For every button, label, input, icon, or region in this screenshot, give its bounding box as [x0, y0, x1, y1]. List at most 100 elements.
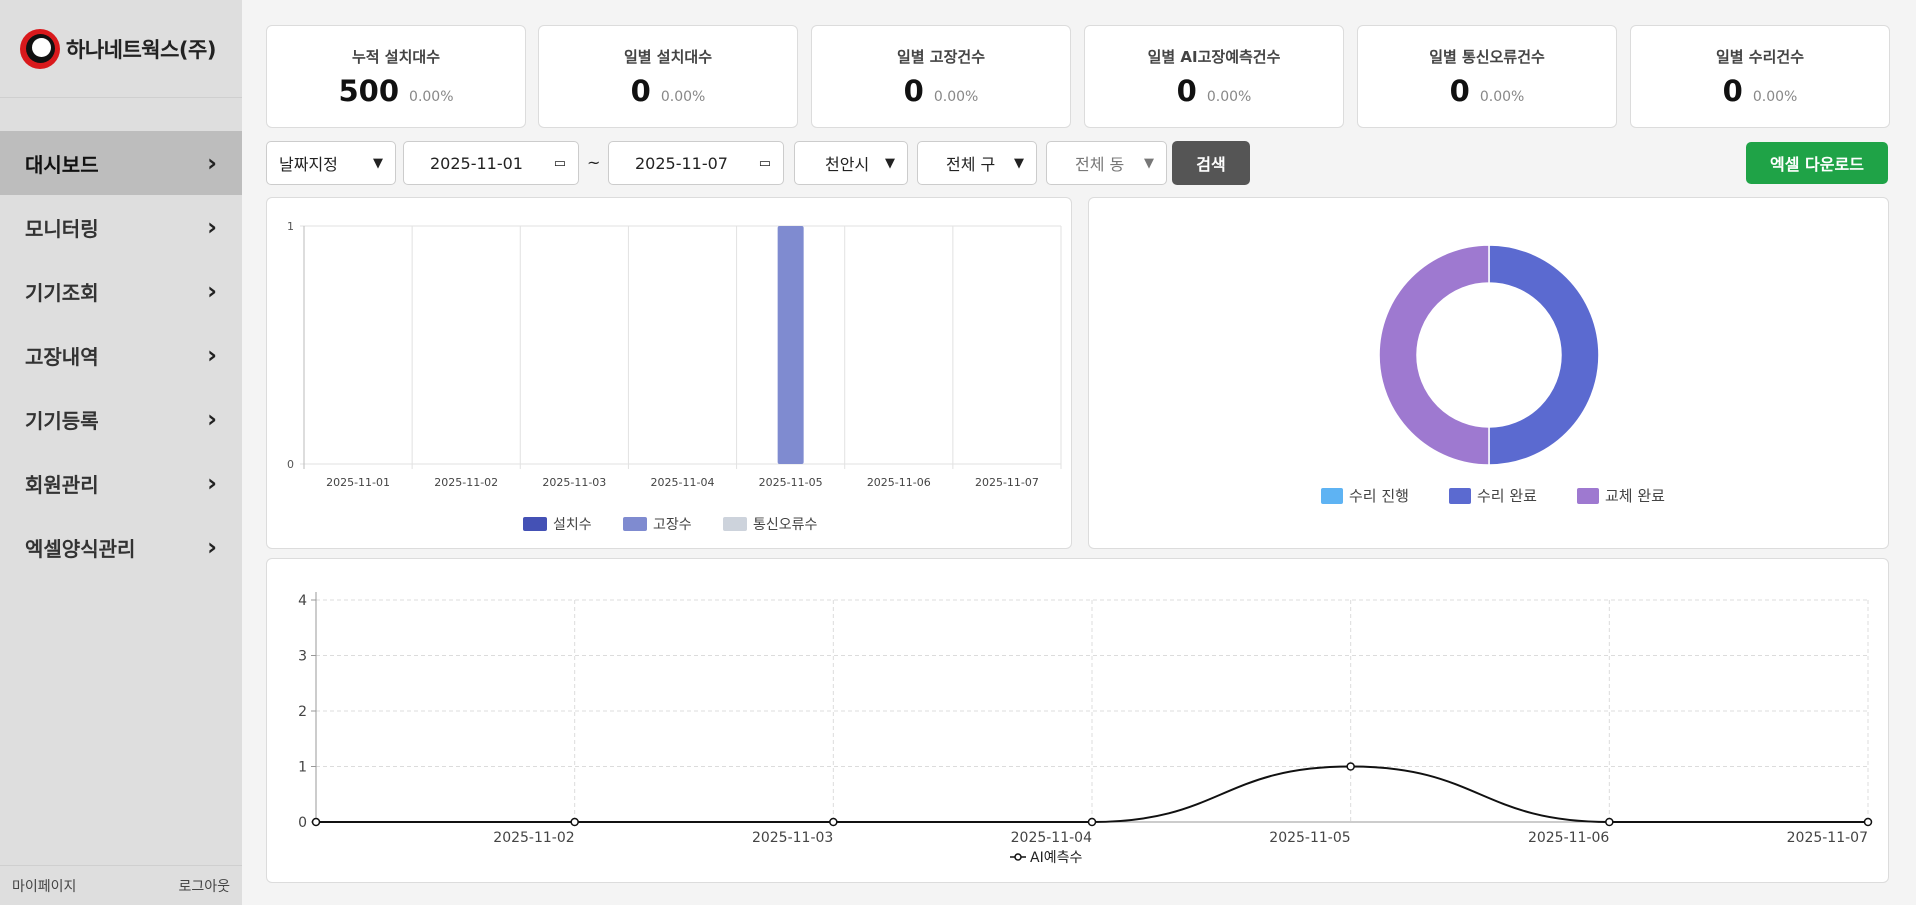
sidebar-item-label: 모니터링 — [25, 216, 99, 241]
x-tick-label: 2025-11-07 — [975, 476, 1039, 489]
legend-label: 설치수 — [553, 517, 592, 533]
chevron-right-icon: › — [207, 149, 217, 177]
data-point — [1605, 817, 1614, 827]
legend-marker — [1014, 853, 1022, 861]
x-tick-label: 2025-11-07 — [1787, 830, 1868, 846]
stat-percent: 0.00% — [660, 89, 706, 105]
legend-swatch — [623, 517, 647, 531]
chevron-right-icon: › — [207, 213, 217, 241]
y-tick-label: 3 — [298, 649, 307, 665]
x-tick-label: 2025-11-06 — [867, 476, 931, 489]
y-tick-label: 4 — [298, 593, 307, 609]
stat-value: 0 — [1722, 74, 1743, 108]
data-point — [311, 817, 321, 827]
stat-value: 0 — [1176, 74, 1197, 108]
legend-label: 고장수 — [653, 517, 692, 533]
x-tick-label: 2025-11-05 — [759, 476, 823, 489]
end-date-field[interactable]: 2025-11-07 ▭ — [608, 141, 784, 185]
end-date-value: 2025-11-07 — [635, 153, 728, 173]
company-logo-icon — [20, 28, 60, 69]
donut-slice-수리 완료 — [1488, 244, 1600, 466]
date-mode-select[interactable]: 날짜지정 ▼ — [266, 141, 396, 185]
legend-label: 통신오류수 — [753, 517, 818, 533]
sidebar-item-members[interactable]: 회원관리 › — [0, 451, 242, 515]
date-mode-value: 날짜지정 — [279, 155, 338, 174]
city-select[interactable]: 천안시 ▼ — [794, 141, 908, 185]
x-tick-label: 2025-11-02 — [493, 830, 574, 846]
chevron-down-icon: ▼ — [885, 155, 895, 171]
logout-link[interactable]: 로그아웃 — [178, 878, 230, 895]
sidebar-footer: 마이페이지 로그아웃 — [0, 865, 242, 905]
chevron-right-icon: › — [207, 277, 217, 305]
y-tick-label: 2 — [298, 704, 307, 720]
sidebar-item-label: 회원관리 — [25, 472, 99, 497]
x-tick-label: 2025-11-03 — [752, 830, 833, 846]
district-select[interactable]: 전체 구 ▼ — [917, 141, 1037, 185]
stat-percent: 0.00% — [1206, 89, 1252, 105]
sidebar-item-device-register[interactable]: 기기등록 › — [0, 387, 242, 451]
chevron-right-icon: › — [207, 533, 217, 561]
x-tick-label: 2025-11-02 — [434, 476, 498, 489]
data-point — [570, 817, 579, 827]
line-chart: 0 1 2 3 4 2025-11-02 2025-11-03 2025-11-04 2025-… — [298, 592, 1873, 866]
sidebar-item-device-search[interactable]: 기기조회 › — [0, 259, 242, 323]
chevron-down-icon: ▼ — [1144, 155, 1154, 171]
sidebar-item-label: 고장내역 — [25, 344, 99, 369]
stat-label: 일별 수리건수 — [1715, 48, 1805, 66]
calendar-icon[interactable]: ▭ — [553, 155, 566, 171]
data-point — [829, 817, 838, 827]
dong-value: 전체 동 — [1075, 155, 1125, 174]
sidebar-item-dashboard[interactable]: 대시보드 › — [0, 131, 242, 195]
sidebar: 하나네트웍스(주) 대시보드 › 모니터링 › 기기조회 › 고장내역 › 기기… — [0, 0, 242, 905]
stat-card-daily-ai-predictions: 일별 AI고장예측건수 0 0.00% — [1084, 25, 1344, 128]
x-tick-label: 2025-11-01 — [326, 476, 390, 489]
dong-select[interactable]: 전체 동 ▼ — [1046, 141, 1167, 185]
sidebar-item-excel-templates[interactable]: 엑셀양식관리 › — [0, 515, 242, 579]
calendar-icon[interactable]: ▭ — [758, 155, 771, 171]
data-point — [1346, 762, 1355, 771]
stat-value: 0 — [630, 74, 651, 108]
legend-swatch — [1321, 488, 1343, 504]
search-button[interactable]: 검색 — [1172, 141, 1250, 185]
sidebar-item-label: 대시보드 — [25, 152, 99, 177]
stat-value: 500 — [338, 74, 400, 108]
x-tick-label: 2025-11-06 — [1528, 830, 1609, 846]
stat-card-daily-repairs: 일별 수리건수 0 0.00% — [1630, 25, 1890, 128]
legend-swatch — [523, 517, 547, 531]
x-tick-label: 2025-11-03 — [542, 476, 606, 489]
legend-swatch — [1577, 488, 1599, 504]
donut-chart: 수리 진행 수리 완료 교체 완료 — [1321, 244, 1665, 505]
legend-label: AI예측수 — [1030, 850, 1082, 866]
chevron-right-icon: › — [207, 469, 217, 497]
bar-고장수 — [777, 226, 804, 464]
mypage-link[interactable]: 마이페이지 — [12, 878, 77, 895]
donut-slice-교체 완료 — [1378, 244, 1490, 466]
logo[interactable]: 하나네트웍스(주) — [0, 0, 242, 98]
stat-value: 0 — [903, 74, 924, 108]
x-tick-label: 2025-11-04 — [1011, 830, 1092, 846]
excel-download-button[interactable]: 엑셀 다운로드 — [1746, 142, 1888, 184]
y-tick-label: 0 — [298, 815, 307, 831]
data-point — [1087, 817, 1097, 827]
legend-swatch — [723, 517, 747, 531]
stat-label: 일별 통신오류건수 — [1429, 48, 1545, 66]
bar-chart: 0 1 2025-11-01 2025-11-02 2025-11-03 2025-11-… — [287, 220, 1062, 533]
sidebar-item-fault-history[interactable]: 고장내역 › — [0, 323, 242, 387]
x-tick-label: 2025-11-04 — [651, 476, 715, 489]
city-value: 천안시 — [825, 155, 870, 174]
chevron-down-icon: ▼ — [373, 155, 383, 171]
y-tick-label: 0 — [287, 458, 294, 471]
stat-label: 일별 설치대수 — [623, 48, 713, 66]
stat-card-daily-faults: 일별 고장건수 0 0.00% — [811, 25, 1071, 128]
stat-card-total-installs: 누적 설치대수 500 0.00% — [266, 25, 526, 128]
sidebar-item-monitoring[interactable]: 모니터링 › — [0, 195, 242, 259]
stat-percent: 0.00% — [1752, 89, 1798, 105]
chevron-down-icon: ▼ — [1014, 155, 1024, 171]
legend-label: 수리 완료 — [1477, 487, 1537, 505]
x-tick-label: 2025-11-05 — [1269, 830, 1350, 846]
donut-chart-card: 수리 진행 수리 완료 교체 완료 — [1088, 197, 1889, 549]
chevron-right-icon: › — [207, 341, 217, 369]
bar-chart-card: 0 1 2025-11-01 2025-11-02 2025-11-03 2025-11-… — [266, 197, 1072, 549]
start-date-field[interactable]: 2025-11-01 ▭ — [403, 141, 579, 185]
stat-card-daily-comm-errors: 일별 통신오류건수 0 0.00% — [1357, 25, 1617, 128]
